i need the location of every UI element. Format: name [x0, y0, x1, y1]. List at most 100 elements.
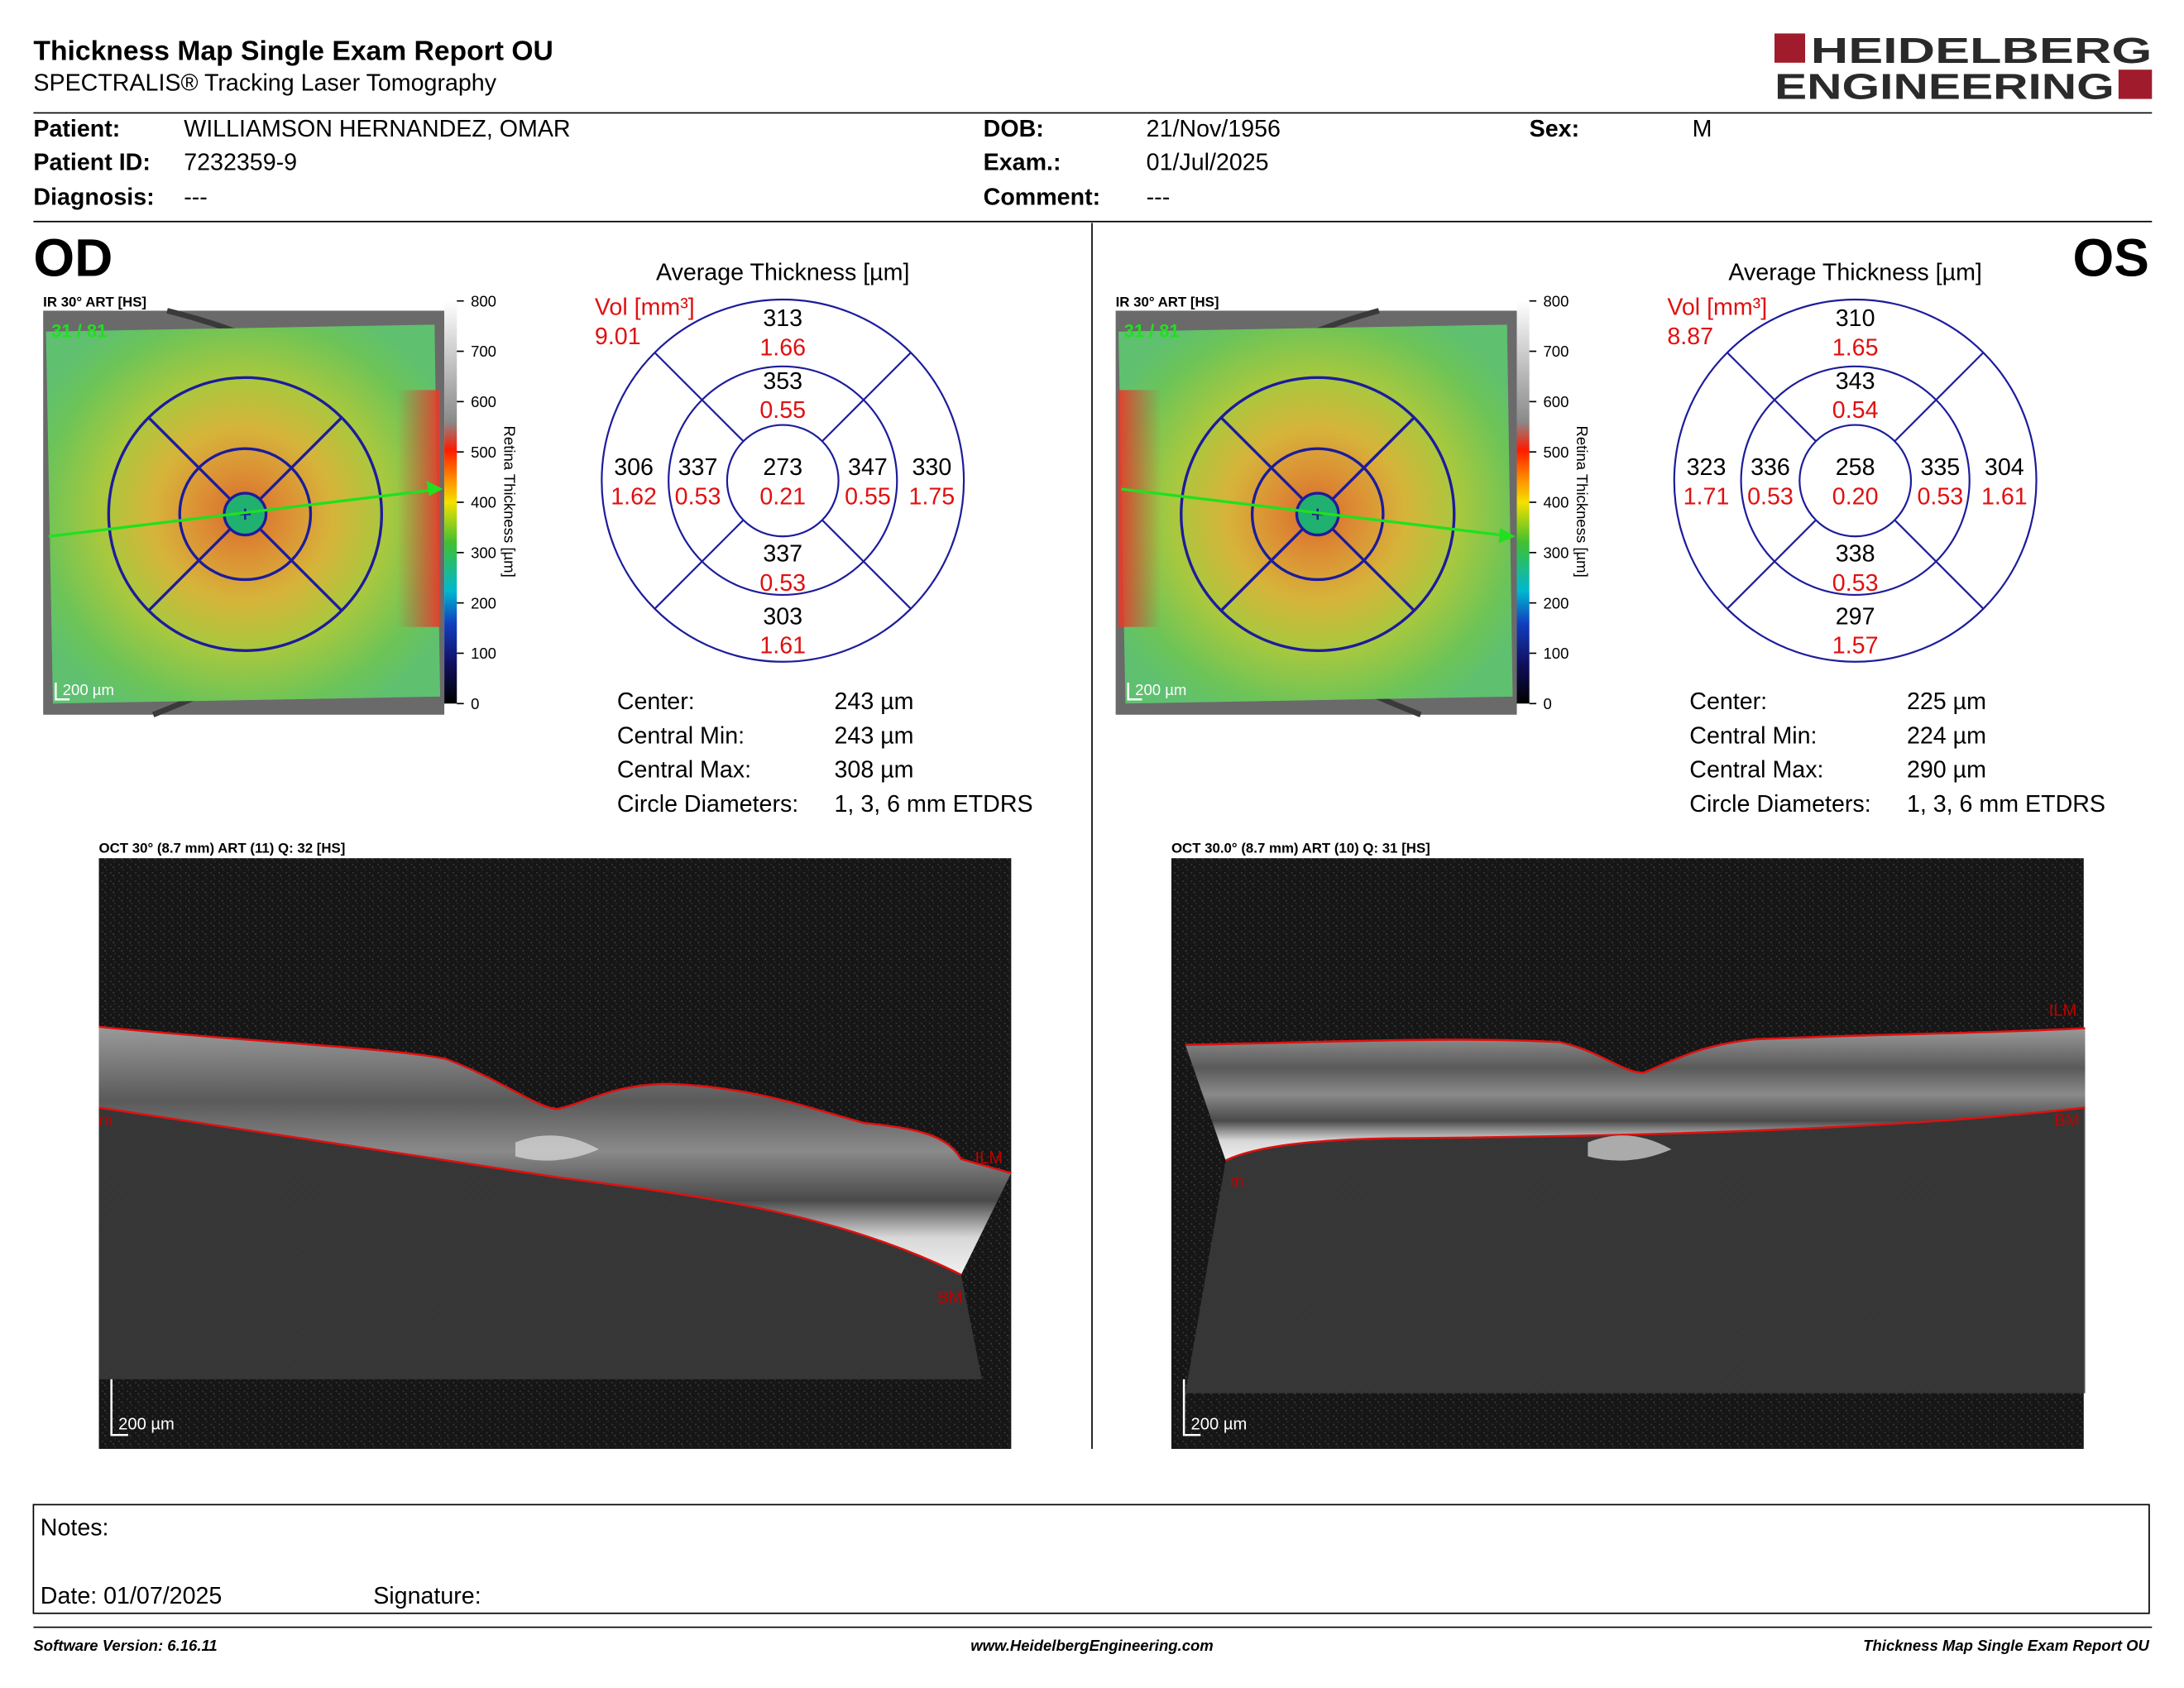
bm-line — [1225, 1106, 2086, 1162]
notes-signature: Signature: — [373, 1583, 481, 1609]
sector-volume: 0.53 — [759, 570, 806, 597]
sector-thickness: 313 — [763, 305, 802, 332]
sector-volume: 0.54 — [1832, 397, 1879, 424]
sector-volume: 1.71 — [1684, 484, 1730, 511]
field-label: Exam.: — [984, 149, 1061, 175]
stat-value: 1, 3, 6 mm ETDRS — [1907, 791, 2105, 818]
colorbar-title: Retina Thickness [µm] — [1573, 426, 1591, 578]
sector-volume: 1.57 — [1832, 633, 1879, 659]
etdrs-spoke — [1331, 527, 1415, 612]
notes-box — [32, 1503, 2150, 1614]
field-label: Patient: — [33, 116, 120, 142]
grid-spoke — [654, 519, 745, 610]
grid-spoke — [654, 352, 745, 443]
footer-right: Thickness Map Single Exam Report OU — [1863, 1637, 2149, 1654]
sector-thickness: 336 — [1751, 454, 1790, 481]
report-subtitle: SPECTRALIS® Tracking Laser Tomography — [33, 70, 496, 96]
grid-spoke — [821, 519, 912, 610]
frame-counter: 31 / 81 — [1124, 320, 1180, 341]
field-value: --- — [184, 185, 208, 211]
field-value: --- — [1147, 185, 1171, 211]
sector-volume: 0.53 — [1918, 484, 1964, 511]
colorbar-tick-label: 200 — [471, 594, 496, 611]
choroid — [1185, 1107, 2086, 1393]
eye-panel: IR 30° ART [HS] 31 / 81 200 µm 800 700 600 500… — [1115, 259, 2105, 1450]
colorbar-tick-label: 400 — [1544, 494, 1569, 511]
sector-thickness: 306 — [614, 454, 654, 481]
grid-ring — [1798, 424, 1913, 538]
colorbar-tick-label: 800 — [471, 292, 496, 309]
colorbar-title: Retina Thickness [µm] — [500, 426, 518, 578]
sector-volume: 0.55 — [845, 484, 891, 511]
field-label: Diagnosis: — [33, 185, 154, 211]
oct-image: ILM BM m 200 µm — [98, 858, 1012, 1450]
etdrs-ring — [1250, 447, 1385, 582]
grid-ring — [1740, 365, 1971, 597]
etdrs-spoke — [1219, 416, 1305, 501]
etdrs-ring — [1180, 376, 1456, 652]
sector-thickness: 323 — [1687, 454, 1727, 481]
stat-value: 225 µm — [1907, 688, 1986, 715]
fovea-cyst — [515, 1135, 599, 1161]
sector-thickness: 330 — [912, 454, 952, 481]
stat-label: Circle Diameters: — [617, 791, 798, 818]
scale-bar — [1127, 683, 1142, 701]
colorbar-tick-label: 600 — [1544, 393, 1569, 410]
fundus-label: IR 30° ART [HS] — [43, 294, 146, 309]
sector-thickness: 304 — [1985, 454, 2024, 481]
grid-ring — [601, 298, 965, 663]
oct-label: OCT 30° (8.7 mm) ART (11) Q: 32 [HS] — [99, 840, 346, 856]
bm-label: BM — [2054, 1111, 2079, 1129]
optic-disc — [1118, 390, 1162, 627]
sector-thickness: 297 — [1836, 603, 1875, 630]
m-label: m — [99, 1111, 113, 1129]
sector-thickness: 337 — [678, 454, 718, 481]
field-value: M — [1693, 116, 1712, 142]
sector-thickness: 273 — [763, 454, 802, 481]
fovea-cyst — [1588, 1135, 1672, 1161]
sector-thickness: 258 — [1836, 454, 1875, 481]
retina-band — [1185, 1028, 2086, 1161]
scan-line — [48, 487, 441, 538]
logo-square — [1774, 33, 1806, 63]
grid-spoke — [821, 352, 912, 443]
field-value: 01/Jul/2025 — [1147, 149, 1269, 175]
vol-label: Vol [mm³] — [595, 295, 695, 321]
colorbar-tick-label: 300 — [1544, 544, 1569, 562]
report-title: Thickness Map Single Exam Report OU — [33, 36, 553, 66]
choroid — [98, 1107, 982, 1379]
etdrs-spoke — [147, 527, 232, 612]
stat-value: 224 µm — [1907, 722, 1986, 749]
colorbar-tick-label: 700 — [471, 343, 496, 360]
sector-thickness: 335 — [1920, 454, 1960, 481]
stat-label: Center: — [1689, 688, 1767, 715]
sector-volume: 0.20 — [1832, 484, 1879, 511]
colorbar-tick-label: 0 — [1544, 695, 1552, 712]
ilm-line — [1185, 1027, 2086, 1074]
field-value: WILLIAMSON HERNANDEZ, OMAR — [184, 116, 570, 142]
frame-counter: 31 / 81 — [51, 320, 107, 341]
colorbar — [444, 300, 457, 704]
stat-value: 243 µm — [835, 688, 914, 715]
total-volume: 9.01 — [595, 324, 641, 350]
etdrs-ring — [107, 376, 384, 652]
sector-volume: 1.61 — [759, 633, 806, 659]
sector-thickness: 338 — [1836, 541, 1875, 568]
colorbar-tick-label: 600 — [471, 393, 496, 410]
stat-value: 243 µm — [835, 722, 914, 749]
scale-label: 200 µm — [63, 681, 114, 698]
etdrs-ring — [178, 447, 313, 582]
stat-label: Central Max: — [617, 757, 751, 784]
notes-label: Notes: — [41, 1514, 109, 1541]
colorbar-tick-label: 700 — [1544, 343, 1569, 360]
vol-label: Vol [mm³] — [1667, 295, 1767, 321]
eye-panel: IR 30° ART [HS] 31 / 81 200 µm 800 700 600 500… — [43, 259, 1033, 1450]
grid-spoke — [1727, 519, 1817, 610]
oct-image: ILM BM m 200 µm — [1171, 858, 2086, 1450]
etdrs-spoke — [1219, 527, 1305, 612]
oct-label: OCT 30.0° (8.7 mm) ART (10) Q: 31 [HS] — [1171, 840, 1430, 856]
fundus-image: 31 / 81 200 µm — [1115, 308, 1517, 717]
scan-line — [1121, 487, 1513, 538]
ilm-label: ILM — [975, 1149, 1003, 1168]
